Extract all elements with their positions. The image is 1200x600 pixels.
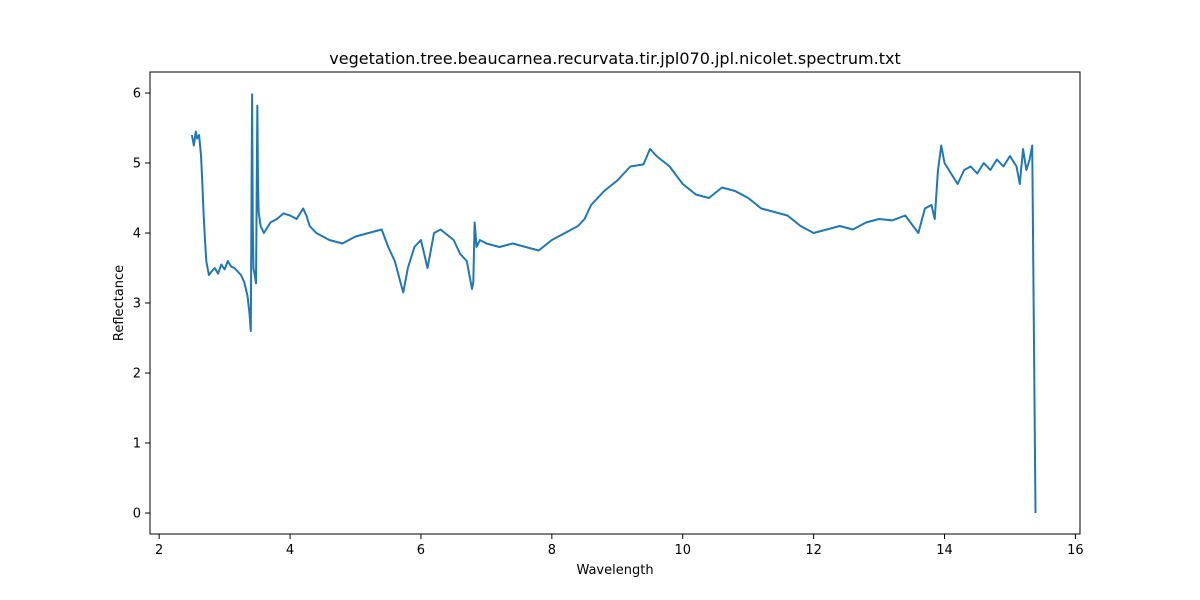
y-tick-label: 3 — [133, 297, 141, 312]
y-tick-label: 0 — [133, 507, 141, 522]
y-tick-label: 1 — [133, 437, 141, 452]
axes-frame — [149, 71, 1081, 535]
chart-title: vegetation.tree.beaucarnea.recurvata.tir… — [329, 49, 901, 68]
x-axis: 2 4 6 8 10 12 14 16 — [155, 534, 1084, 558]
y-tick-label: 4 — [133, 227, 141, 242]
x-tick-label: 6 — [417, 543, 425, 558]
y-tick-label: 2 — [133, 367, 141, 382]
series-line-0 — [190, 93, 1037, 514]
x-tick-label: 2 — [155, 543, 163, 558]
x-tick-label: 14 — [936, 543, 953, 558]
x-tick-label: 16 — [1067, 543, 1084, 558]
x-tick-label: 10 — [674, 543, 691, 558]
y-axis: 0 1 2 3 4 5 6 — [133, 87, 150, 522]
y-tick-label: 6 — [133, 87, 141, 102]
plot-area — [190, 93, 1037, 514]
x-axis-label: Wavelength — [576, 563, 653, 578]
x-tick-label: 4 — [286, 543, 294, 558]
x-tick-label: 12 — [805, 543, 822, 558]
y-axis-label: Reflectance — [112, 265, 127, 341]
y-tick-label: 5 — [133, 157, 141, 172]
x-tick-label: 8 — [548, 543, 556, 558]
